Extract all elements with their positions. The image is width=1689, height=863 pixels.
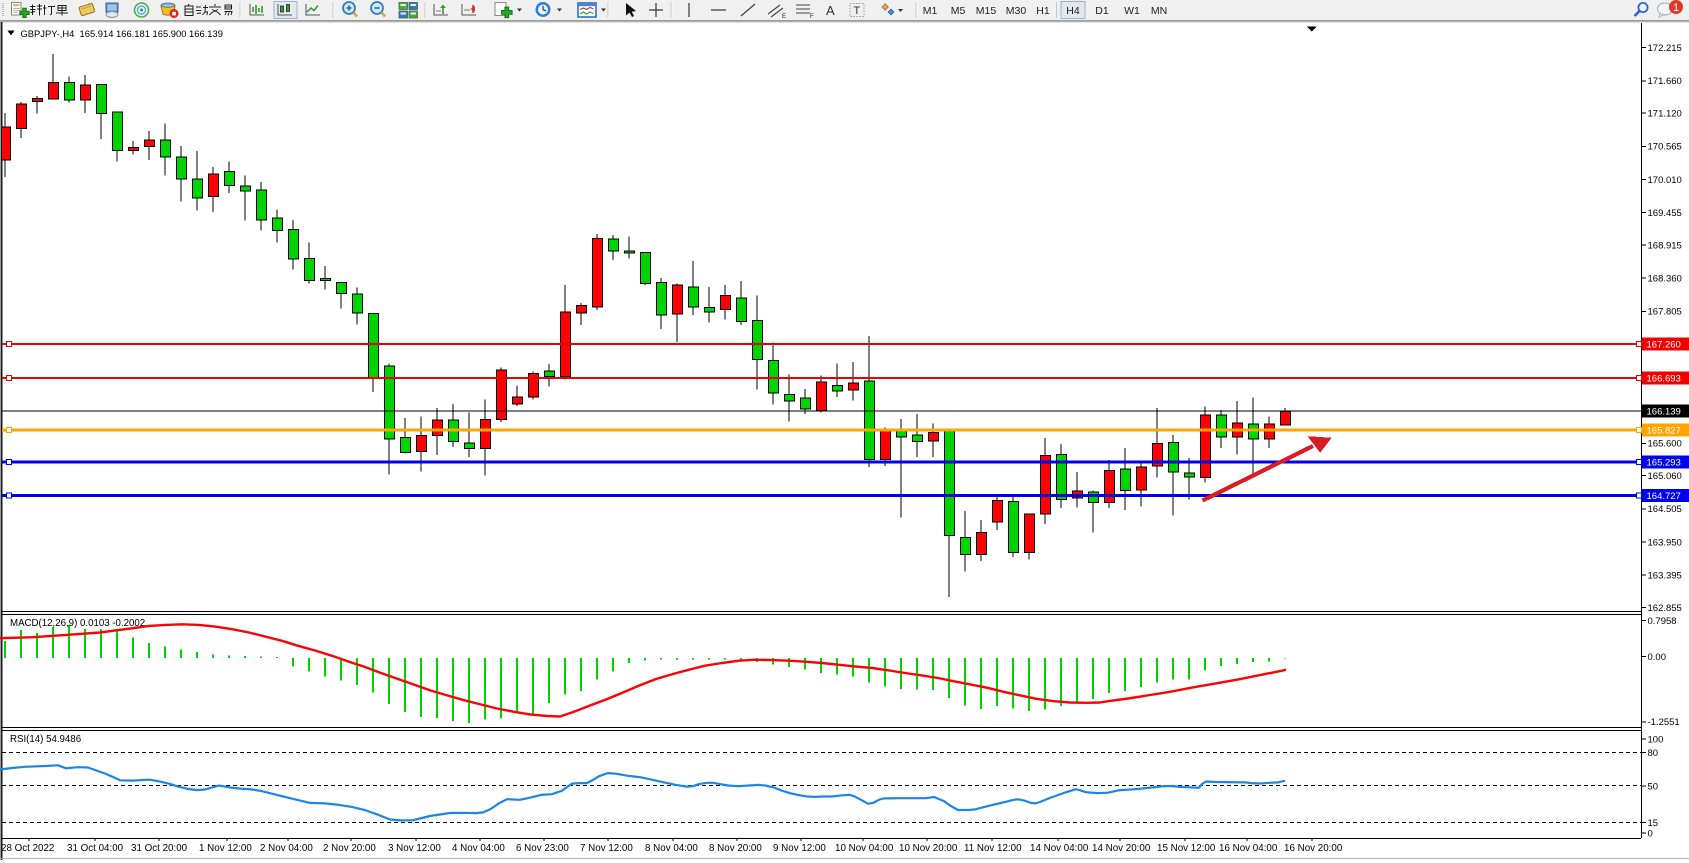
svg-text:163.395: 163.395 [1648, 571, 1682, 582]
svg-text:172.215: 172.215 [1648, 43, 1682, 54]
svg-text:165.293: 165.293 [1647, 457, 1681, 468]
svg-text:170.565: 170.565 [1648, 142, 1682, 153]
svg-text:164.505: 164.505 [1648, 504, 1682, 515]
svg-text:162.855: 162.855 [1648, 603, 1682, 614]
svg-text:0: 0 [1648, 828, 1653, 839]
svg-text:166.139: 166.139 [1647, 406, 1681, 417]
svg-text:F: F [810, 14, 814, 20]
svg-text:GBPJPY-,H4 165.914 166.181 16: GBPJPY-,H4 165.914 166.181 165.900 166.1… [21, 28, 223, 39]
svg-text:50: 50 [1648, 781, 1659, 792]
svg-text:11 Nov 12:00: 11 Nov 12:00 [964, 843, 1022, 854]
svg-text:-1.2551: -1.2551 [1648, 717, 1680, 728]
svg-text:169.455: 169.455 [1648, 208, 1682, 219]
svg-text:1: 1 [1673, 2, 1679, 14]
svg-text:14 Nov 04:00: 14 Nov 04:00 [1030, 843, 1089, 854]
svg-text:7 Nov 12:00: 7 Nov 12:00 [580, 843, 633, 854]
svg-text:31 Oct 04:00: 31 Oct 04:00 [67, 843, 124, 854]
svg-text:2 Nov 20:00: 2 Nov 20:00 [323, 843, 376, 854]
svg-text:0.7958: 0.7958 [1648, 616, 1677, 627]
svg-text:167.805: 167.805 [1648, 307, 1682, 318]
svg-text:14 Nov 20:00: 14 Nov 20:00 [1092, 843, 1151, 854]
svg-text:10 Nov 20:00: 10 Nov 20:00 [899, 843, 958, 854]
svg-text:4 Nov 04:00: 4 Nov 04:00 [452, 843, 505, 854]
svg-text:165.060: 165.060 [1648, 471, 1682, 482]
svg-text:2 Nov 04:00: 2 Nov 04:00 [260, 843, 313, 854]
svg-text:171.120: 171.120 [1648, 109, 1682, 120]
svg-text:3 Nov 12:00: 3 Nov 12:00 [388, 843, 441, 854]
svg-text:10 Nov 04:00: 10 Nov 04:00 [835, 843, 894, 854]
svg-text:RSI(14) 54.9486: RSI(14) 54.9486 [10, 734, 81, 745]
svg-text:28 Oct 2022: 28 Oct 2022 [1, 843, 54, 854]
svg-text:0.00: 0.00 [1648, 652, 1667, 663]
svg-text:MACD(12,26,9) 0.0103 -0.2002: MACD(12,26,9) 0.0103 -0.2002 [10, 618, 145, 629]
svg-text:165.827: 165.827 [1647, 425, 1681, 436]
svg-text:H1: H1 [1036, 5, 1050, 17]
svg-text:H4: H4 [1066, 5, 1080, 17]
svg-text:9 Nov 12:00: 9 Nov 12:00 [773, 843, 826, 854]
svg-text:168.360: 168.360 [1648, 274, 1682, 285]
svg-text:15 Nov 12:00: 15 Nov 12:00 [1157, 843, 1216, 854]
svg-text:M30: M30 [1006, 5, 1027, 17]
svg-text:15: 15 [1648, 818, 1659, 829]
svg-text:E: E [782, 14, 786, 20]
svg-text:8 Nov 04:00: 8 Nov 04:00 [645, 843, 698, 854]
svg-text:170.010: 170.010 [1648, 175, 1682, 186]
svg-text:T: T [854, 5, 861, 17]
svg-text:M1: M1 [923, 5, 938, 17]
svg-text:166.693: 166.693 [1647, 373, 1681, 384]
svg-text:16 Nov 20:00: 16 Nov 20:00 [1284, 843, 1343, 854]
svg-text:M15: M15 [976, 5, 997, 17]
svg-text:164.727: 164.727 [1647, 491, 1681, 502]
svg-text:100: 100 [1648, 734, 1664, 745]
svg-text:163.950: 163.950 [1648, 537, 1682, 548]
svg-text:168.915: 168.915 [1648, 240, 1682, 251]
svg-text:171.660: 171.660 [1648, 76, 1682, 87]
svg-text:8 Nov 20:00: 8 Nov 20:00 [709, 843, 762, 854]
svg-text:MN: MN [1151, 5, 1167, 17]
svg-text:6 Nov 23:00: 6 Nov 23:00 [516, 843, 569, 854]
svg-text:16 Nov 04:00: 16 Nov 04:00 [1219, 843, 1278, 854]
svg-text:M5: M5 [951, 5, 966, 17]
svg-text:W1: W1 [1124, 5, 1140, 17]
svg-text:80: 80 [1648, 748, 1659, 759]
svg-text:A: A [826, 3, 835, 18]
svg-text:167.260: 167.260 [1647, 339, 1681, 350]
svg-text:D1: D1 [1095, 5, 1109, 17]
svg-text:31 Oct 20:00: 31 Oct 20:00 [131, 843, 188, 854]
svg-text:165.600: 165.600 [1648, 439, 1682, 450]
svg-text:1 Nov 12:00: 1 Nov 12:00 [199, 843, 252, 854]
